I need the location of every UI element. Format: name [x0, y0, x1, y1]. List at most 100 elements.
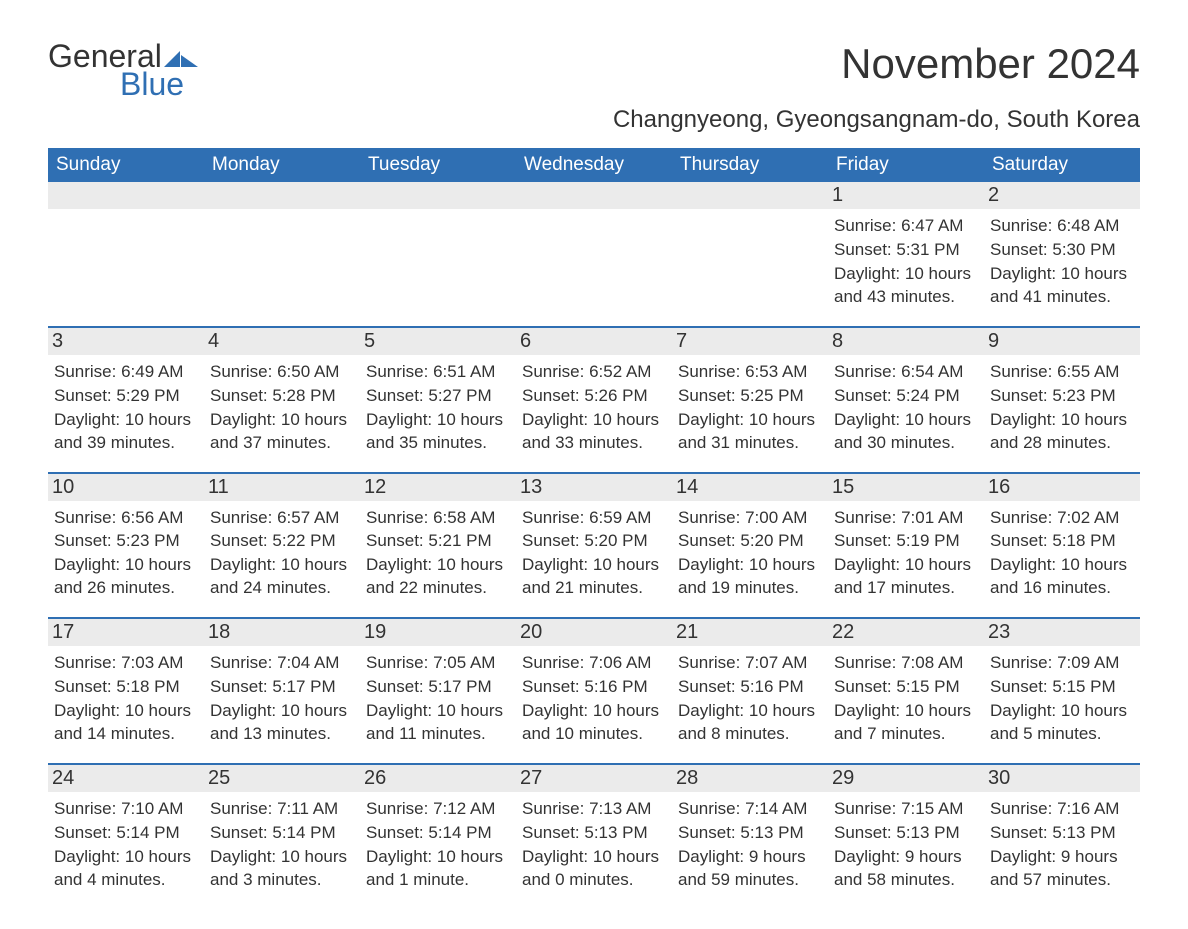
- day-body: Sunrise: 6:55 AMSunset: 5:23 PMDaylight:…: [990, 361, 1134, 455]
- sunrise-line: Sunrise: 7:15 AM: [834, 798, 978, 821]
- day-cell: 8Sunrise: 6:54 AMSunset: 5:24 PMDaylight…: [828, 326, 984, 472]
- day-number: 26: [360, 763, 516, 792]
- sunset-line: Sunset: 5:29 PM: [54, 385, 198, 408]
- day-number: 9: [984, 326, 1140, 355]
- sunrise-line: Sunrise: 6:56 AM: [54, 507, 198, 530]
- sunset-line: Sunset: 5:15 PM: [990, 676, 1134, 699]
- weekday-thu: Thursday: [672, 148, 828, 182]
- sunrise-line: Sunrise: 6:59 AM: [522, 507, 666, 530]
- sunset-line: Sunset: 5:18 PM: [54, 676, 198, 699]
- day-cell: 7 Sunrise: 6:53 AMSunset: 5:25 PMDaylight…: [672, 326, 828, 472]
- day-body: Sunrise: 7:08 AMSunset: 5:15 PMDaylight:…: [834, 652, 978, 746]
- day-number: 7: [672, 326, 828, 355]
- day-body: Sunrise: 6:59 AMSunset: 5:20 PMDaylight:…: [522, 507, 666, 601]
- day-cell: 23Sunrise: 7:09 AMSunset: 5:15 PMDayligh…: [984, 617, 1140, 763]
- day-number: 13: [516, 472, 672, 501]
- sunrise-line: Sunrise: 7:01 AM: [834, 507, 978, 530]
- weekday-sun: Sunday: [48, 148, 204, 182]
- day-cell: 30 Sunrise: 7:16 AMSunset: 5:13 PMDayligh…: [984, 763, 1140, 909]
- day-cell: 15Sunrise: 7:01 AMSunset: 5:19 PMDayligh…: [828, 472, 984, 618]
- daylight-line: Daylight: 10 hours and 5 minutes.: [990, 700, 1134, 746]
- sunrise-line: Sunrise: 7:03 AM: [54, 652, 198, 675]
- day-body: Sunrise: 6:48 AMSunset: 5:30 PMDaylight:…: [990, 215, 1134, 309]
- day-number: 2: [984, 182, 1140, 209]
- sunrise-line: Sunrise: 7:08 AM: [834, 652, 978, 675]
- logo-text-2: Blue: [120, 68, 198, 100]
- day-number: 20: [516, 617, 672, 646]
- weekday-sat: Saturday: [984, 148, 1140, 182]
- day-cell: 28Sunrise: 7:14 AMSunset: 5:13 PMDayligh…: [672, 763, 828, 909]
- sunset-line: Sunset: 5:18 PM: [990, 530, 1134, 553]
- day-number: 3: [48, 326, 204, 355]
- sunrise-line: Sunrise: 7:06 AM: [522, 652, 666, 675]
- week-row: 17 Sunrise: 7:03 AMSunset: 5:18 PM Dayligh…: [48, 617, 1140, 763]
- day-body: Sunrise: 6:47 AMSunset: 5:31 PMDaylight:…: [834, 215, 978, 309]
- sunrise-line: Sunrise: 7:00 AM: [678, 507, 822, 530]
- day-body: Sunrise: 6:58 AMSunset: 5:21 PMDaylight:…: [366, 507, 510, 601]
- day-body: Sunrise: 6:52 AMSunset: 5:26 PMDaylight:…: [522, 361, 666, 455]
- day-body: Sunrise: 7:11 AMSunset: 5:14 PMDaylight:…: [210, 798, 354, 892]
- day-number: 11: [204, 472, 360, 501]
- daylight-line: Daylight: 10 hours and 11 minutes.: [366, 700, 510, 746]
- day-body: Sunrise: 6:56 AMSunset: 5:23 PMDaylight:…: [54, 507, 198, 601]
- day-body: Sunrise: 7:04 AMSunset: 5:17 PMDaylight:…: [210, 652, 354, 746]
- day-body: Sunrise: 7:15 AMSunset: 5:13 PMDaylight:…: [834, 798, 978, 892]
- sunset-line: Sunset: 5:15 PM: [834, 676, 978, 699]
- day-body: Sunrise: 6:53 AMSunset: 5:25 PMDaylight:…: [678, 361, 822, 455]
- day-body: Sunrise: 7:12 AMSunset: 5:14 PMDaylight:…: [366, 798, 510, 892]
- day-number: 14: [672, 472, 828, 501]
- sunset-line: Sunset: 5:31 PM: [834, 239, 978, 262]
- day-body: Sunrise: 7:05 AMSunset: 5:17 PMDaylight:…: [366, 652, 510, 746]
- daylight-line: Daylight: 10 hours and 19 minutes.: [678, 554, 822, 600]
- sunrise-line: Sunrise: 6:57 AM: [210, 507, 354, 530]
- day-number: 1: [828, 182, 984, 209]
- sunset-line: Sunset: 5:17 PM: [366, 676, 510, 699]
- sunset-line: Sunset: 5:19 PM: [834, 530, 978, 553]
- sunrise-line: Sunrise: 7:13 AM: [522, 798, 666, 821]
- day-number: 21: [672, 617, 828, 646]
- day-body: Sunrise: 7:14 AMSunset: 5:13 PMDaylight:…: [678, 798, 822, 892]
- daylight-line: Daylight: 10 hours and 41 minutes.: [990, 263, 1134, 309]
- day-number: 12: [360, 472, 516, 501]
- day-body: Sunrise: 7:10 AMSunset: 5:14 PMDaylight:…: [54, 798, 198, 892]
- daylight-line: Daylight: 10 hours and 4 minutes.: [54, 846, 198, 892]
- daylight-line: Daylight: 10 hours and 17 minutes.: [834, 554, 978, 600]
- sunset-line: Sunset: 5:24 PM: [834, 385, 978, 408]
- sunset-line: Sunset: 5:13 PM: [522, 822, 666, 845]
- sunset-line: Sunset: 5:17 PM: [210, 676, 354, 699]
- day-number-strip: .: [204, 182, 360, 209]
- day-body: Sunrise: 7:16 AMSunset: 5:13 PMDaylight:…: [990, 798, 1134, 892]
- calendar: Sunday Monday Tuesday Wednesday Thursday…: [48, 148, 1140, 909]
- sunrise-line: Sunrise: 6:58 AM: [366, 507, 510, 530]
- sunset-line: Sunset: 5:14 PM: [210, 822, 354, 845]
- day-number: 30: [984, 763, 1140, 792]
- sunrise-line: Sunrise: 6:48 AM: [990, 215, 1134, 238]
- sunset-line: Sunset: 5:20 PM: [678, 530, 822, 553]
- day-cell: .: [672, 182, 828, 326]
- weekday-fri: Friday: [828, 148, 984, 182]
- day-body: Sunrise: 6:51 AMSunset: 5:27 PMDaylight:…: [366, 361, 510, 455]
- day-cell: .: [516, 182, 672, 326]
- sunrise-line: Sunrise: 6:49 AM: [54, 361, 198, 384]
- day-cell: 2 Sunrise: 6:48 AMSunset: 5:30 PMDaylight…: [984, 182, 1140, 326]
- sunrise-line: Sunrise: 7:16 AM: [990, 798, 1134, 821]
- day-number: 29: [828, 763, 984, 792]
- sunset-line: Sunset: 5:22 PM: [210, 530, 354, 553]
- sunset-line: Sunset: 5:14 PM: [54, 822, 198, 845]
- weekday-wed: Wednesday: [516, 148, 672, 182]
- day-cell: 9 Sunrise: 6:55 AMSunset: 5:23 PMDaylight…: [984, 326, 1140, 472]
- daylight-line: Daylight: 10 hours and 33 minutes.: [522, 409, 666, 455]
- day-body: Sunrise: 7:00 AMSunset: 5:20 PMDaylight:…: [678, 507, 822, 601]
- month-title: November 2024: [613, 40, 1140, 88]
- day-number-strip: .: [360, 182, 516, 209]
- daylight-line: Daylight: 9 hours and 57 minutes.: [990, 846, 1134, 892]
- daylight-line: Daylight: 10 hours and 8 minutes.: [678, 700, 822, 746]
- sunset-line: Sunset: 5:23 PM: [990, 385, 1134, 408]
- weeks-container: .....1Sunrise: 6:47 AMSunset: 5:31 PMDay…: [48, 182, 1140, 909]
- day-number: 17: [48, 617, 204, 646]
- day-cell: 1 Sunrise: 6:47 AMSunset: 5:31 PMDaylight…: [828, 182, 984, 326]
- sunset-line: Sunset: 5:28 PM: [210, 385, 354, 408]
- title-block: November 2024 Changnyeong, Gyeongsangnam…: [613, 40, 1140, 144]
- day-cell: 17Sunrise: 7:03 AMSunset: 5:18 PMDayligh…: [48, 617, 204, 763]
- day-body: Sunrise: 7:06 AMSunset: 5:16 PMDaylight:…: [522, 652, 666, 746]
